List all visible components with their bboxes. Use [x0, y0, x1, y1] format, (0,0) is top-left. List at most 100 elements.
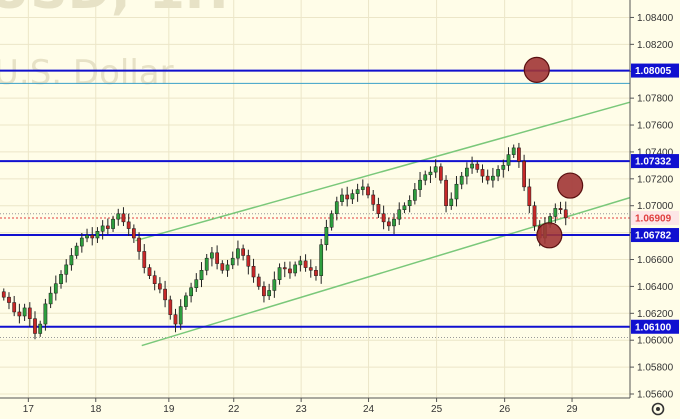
candle-body	[267, 290, 272, 297]
candle-body	[142, 251, 147, 268]
candle	[475, 160, 480, 173]
candle	[204, 254, 209, 276]
candle	[553, 203, 558, 224]
circle-marker[interactable]	[523, 56, 550, 83]
candle-body	[277, 267, 282, 280]
circle-marker[interactable]	[557, 172, 584, 199]
date-tick-label: 24	[363, 404, 375, 415]
candle-body	[563, 209, 568, 219]
candle	[298, 255, 303, 272]
candle-body	[100, 225, 105, 232]
resistance-2-label: 1.07332	[635, 157, 672, 168]
candle-body	[496, 169, 500, 177]
candle	[319, 238, 324, 284]
candle	[303, 254, 308, 272]
candle	[22, 303, 27, 321]
price-tick-label: 1.08400	[637, 13, 674, 24]
candle	[433, 159, 438, 178]
candle-body	[220, 263, 225, 271]
candle-body	[53, 283, 58, 294]
candle	[1, 288, 6, 301]
candle	[459, 171, 464, 190]
candle-body	[288, 268, 292, 274]
price-tick-label: 1.07400	[637, 147, 674, 158]
candle	[59, 270, 63, 289]
price-tick-label: 1.05800	[637, 363, 674, 374]
candle-body	[33, 318, 37, 334]
candle	[256, 273, 261, 290]
candle-body	[69, 255, 74, 266]
candle	[428, 166, 433, 183]
candle-body	[17, 311, 22, 317]
candle	[184, 292, 188, 310]
candle	[12, 295, 17, 317]
candle-body	[376, 204, 381, 215]
candle-body	[298, 260, 303, 266]
price-tick-label: 1.07000	[637, 201, 674, 212]
candle-body	[74, 245, 79, 256]
candle-body	[449, 198, 454, 206]
candle	[137, 232, 141, 260]
candle	[236, 240, 240, 266]
candle-body	[272, 279, 277, 291]
date-ticks: 17 18 19 22 23 24 25 26 29	[23, 398, 578, 415]
candle-body	[366, 186, 370, 196]
candle	[27, 302, 32, 327]
candle	[563, 201, 568, 226]
candle	[53, 275, 58, 301]
candle-body	[230, 257, 235, 266]
candle	[230, 251, 235, 270]
candle-body	[517, 147, 521, 162]
candle-body	[282, 267, 287, 270]
candle	[402, 202, 407, 214]
date-tick-label: 29	[566, 404, 578, 415]
candle-body	[79, 237, 84, 247]
candle	[381, 205, 386, 230]
date-tick-label: 19	[163, 404, 175, 415]
candle	[173, 308, 178, 333]
candle	[220, 260, 225, 274]
support-1-label-bg	[631, 228, 679, 243]
date-tick-label: 25	[431, 404, 443, 415]
candle-body	[43, 303, 48, 325]
candle-body	[480, 169, 485, 177]
candle	[438, 163, 443, 184]
circle-marker[interactable]	[536, 222, 563, 249]
channel-upper-line[interactable]	[135, 101, 631, 242]
candle	[522, 154, 526, 192]
price-tick-label: 1.06200	[637, 309, 674, 320]
candle	[210, 247, 214, 267]
candle	[324, 219, 329, 251]
candle	[142, 244, 147, 274]
candle	[449, 192, 454, 210]
price-tick-label: 1.07800	[637, 94, 674, 105]
candle	[334, 196, 339, 221]
candle-body	[553, 208, 558, 217]
candle	[340, 188, 344, 206]
candle	[517, 142, 521, 168]
candle-body	[12, 302, 17, 313]
candle	[194, 273, 199, 292]
candle	[314, 266, 318, 281]
candle	[366, 183, 370, 199]
candle-body	[210, 252, 214, 259]
candle-body	[454, 183, 459, 200]
candle-body	[147, 267, 152, 276]
candle-body	[308, 267, 313, 271]
candle-body	[95, 231, 100, 239]
candle-body	[303, 260, 308, 268]
date-tick-label: 23	[296, 404, 308, 415]
settings-gear-icon[interactable]	[651, 402, 665, 416]
candle-body	[340, 194, 344, 202]
candle	[496, 165, 500, 182]
resistance-1-label: 1.08005	[635, 66, 672, 77]
candle-body	[163, 288, 167, 301]
price-tick-label: 1.05600	[637, 390, 674, 401]
candle	[267, 283, 272, 300]
candle-body	[511, 147, 516, 155]
candle	[111, 215, 115, 232]
candle	[407, 195, 412, 213]
candle	[444, 175, 448, 213]
candle	[397, 202, 402, 225]
